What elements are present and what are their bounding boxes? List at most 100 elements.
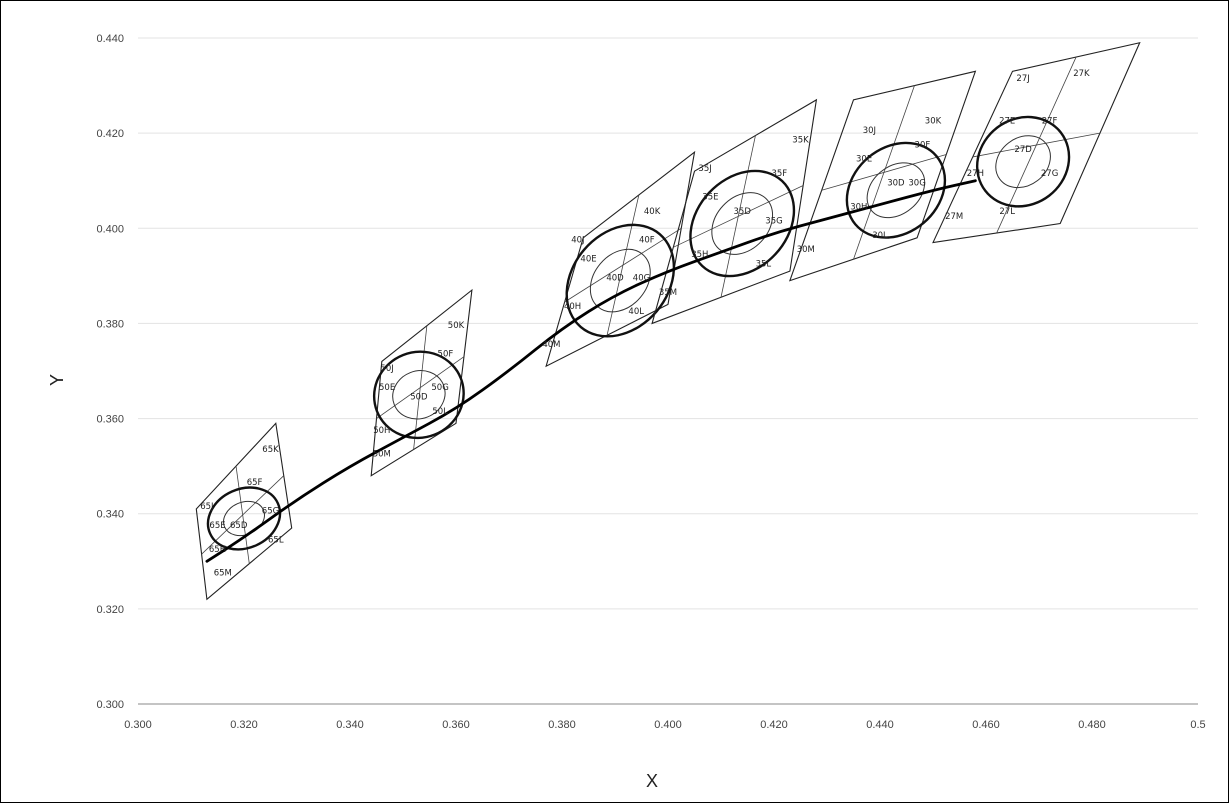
bin-label: 50F xyxy=(438,350,454,360)
bin-label: 40F xyxy=(639,236,655,246)
bin-label: 65D xyxy=(230,521,248,531)
bin-label: 40K xyxy=(644,207,661,217)
bin-label: 35F xyxy=(771,169,787,179)
bin-label: 27L xyxy=(999,207,1015,217)
x-tick-label: 0.460 xyxy=(972,719,1000,731)
bin-label: 30D xyxy=(887,178,905,188)
quadrangle-50 xyxy=(370,288,473,477)
bin-label: 27K xyxy=(1073,69,1090,79)
y-tick-label: 0.400 xyxy=(96,223,124,235)
y-tick-label: 0.440 xyxy=(96,33,124,45)
bin-label: 65F xyxy=(247,478,263,488)
quadrangle-40 xyxy=(545,150,696,368)
bin-label: 30G xyxy=(908,178,925,188)
inner-ellipse xyxy=(866,162,926,219)
bin-label: 27H xyxy=(967,169,984,179)
bin-label: 65G xyxy=(262,507,279,517)
bin-label: 27D xyxy=(1014,145,1032,155)
bin-label: 40L xyxy=(628,307,644,317)
bin-label: 65M xyxy=(214,569,232,579)
bin-label: 40J xyxy=(571,236,584,246)
axis-layer: 0.300 0.320 0.340 0.360 0.380 0.400 0.420 0.440… xyxy=(96,33,1205,731)
bin-label: 50D xyxy=(410,393,428,403)
x-tick-label: 0.420 xyxy=(760,719,788,731)
subdivision-line xyxy=(996,56,1077,234)
bin-label: 65H xyxy=(209,545,226,555)
quadrangle-27 xyxy=(932,41,1141,244)
curve-layer xyxy=(205,179,977,563)
inner-ellipse xyxy=(392,370,446,420)
bin-label: 35G xyxy=(765,217,782,227)
quadrangle-outline xyxy=(789,70,977,282)
x-tick-label: 0.360 xyxy=(442,719,470,731)
inner-ellipse xyxy=(995,135,1051,189)
outer-ellipse xyxy=(206,486,282,551)
outer-ellipse xyxy=(845,141,947,239)
bin-label: 50L xyxy=(432,407,448,417)
grid-layer xyxy=(138,37,1198,610)
bin-label: 30L xyxy=(872,231,888,241)
bin-label: 40G xyxy=(633,274,650,284)
quadrangle-65 xyxy=(195,422,293,601)
x-tick-label: 0.440 xyxy=(866,719,894,731)
bin-label: 35L xyxy=(756,259,772,269)
bin-label: 27F xyxy=(1042,117,1058,127)
inner-ellipse xyxy=(223,500,265,537)
y-tick-label: 0.320 xyxy=(96,604,124,616)
quadrangle-30 xyxy=(789,70,977,282)
bin-label: 30F xyxy=(915,140,931,150)
bin-label: 65L xyxy=(268,535,284,545)
quadrangle-layer xyxy=(195,41,1141,601)
quadrangle-outline xyxy=(932,41,1141,244)
bin-label: 27M xyxy=(945,212,963,222)
bin-label: 40M xyxy=(542,340,560,350)
y-tick-label: 0.300 xyxy=(96,699,124,711)
bin-label: 65E xyxy=(209,521,225,531)
x-tick-label: 0.340 xyxy=(336,719,364,731)
bin-label: 50E xyxy=(379,383,395,393)
outer-ellipse xyxy=(565,223,676,338)
outer-ellipse xyxy=(689,169,796,278)
bin-label: 35E xyxy=(702,193,718,203)
quadrangle-outline xyxy=(545,150,696,368)
bin-label: 40E xyxy=(580,255,596,265)
bin-label: 50K xyxy=(448,321,465,331)
subdivision-line xyxy=(376,356,465,419)
y-axis-label: Y xyxy=(47,374,67,386)
y-tick-label: 0.380 xyxy=(96,318,124,330)
quadrangle-outline xyxy=(195,422,293,601)
bin-label: 65K xyxy=(262,445,279,455)
bin-label: 35K xyxy=(792,136,809,146)
bin-label: 35J xyxy=(698,164,711,174)
quadrangle-outline xyxy=(651,98,818,325)
bin-label: 27G xyxy=(1041,169,1058,179)
x-tick-label: 0.320 xyxy=(230,719,258,731)
x-tick-label: 0.480 xyxy=(1078,719,1106,731)
x-tick-label: 0.380 xyxy=(548,719,576,731)
inner-ellipse xyxy=(711,192,774,255)
bin-label: 40H xyxy=(564,302,581,312)
quadrangle-outline xyxy=(370,288,473,477)
bin-label: 50M xyxy=(373,450,391,460)
bin-label: 50G xyxy=(431,383,448,393)
bin-label: 30J xyxy=(863,126,876,136)
y-tick-label: 0.340 xyxy=(96,509,124,521)
y-tick-label: 0.420 xyxy=(96,128,124,140)
x-tick-label: 0.400 xyxy=(654,719,682,731)
bin-label: 40D xyxy=(606,274,624,284)
y-tick-label: 0.360 xyxy=(96,414,124,426)
quadrangle-35 xyxy=(651,98,818,325)
bin-label: 30K xyxy=(925,117,942,127)
outer-ellipse xyxy=(372,350,465,440)
x-tick-label: 0.5 xyxy=(1190,719,1205,731)
bin-label: 30E xyxy=(856,155,872,165)
bin-label: 50H xyxy=(373,426,390,436)
bin-label: 30M xyxy=(797,245,815,255)
bin-label: 27E xyxy=(999,117,1015,127)
bin-label: 35H xyxy=(691,250,708,260)
locus-curve xyxy=(205,179,977,563)
bin-label: 30H xyxy=(850,202,867,212)
bin-label: 50J xyxy=(380,364,393,374)
